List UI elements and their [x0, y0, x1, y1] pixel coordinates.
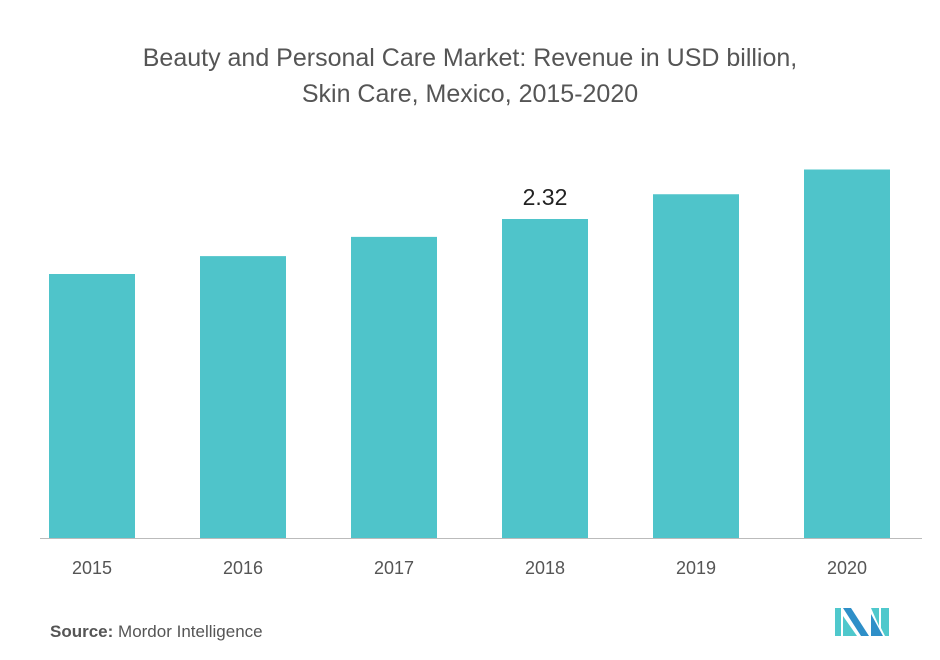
- source-note: Source: Mordor Intelligence: [50, 622, 263, 642]
- title-line-2: Skin Care, Mexico, 2015-2020: [301, 80, 639, 108]
- source-label: Source:: [50, 622, 114, 641]
- mordor-logo-icon: [835, 608, 889, 636]
- bar-2016: [200, 256, 286, 538]
- bar-2018: [502, 219, 588, 538]
- chart-title: Beauty and Personal Care Market: Revenue…: [0, 40, 940, 112]
- bar-2019: [653, 194, 739, 538]
- bar-2015: [49, 274, 135, 538]
- bar-2020: [804, 169, 890, 538]
- title-line-1: Beauty and Personal Care Market: Revenue…: [142, 44, 798, 72]
- x-tick-label: 2018: [525, 558, 565, 578]
- x-tick-label: 2016: [223, 558, 263, 578]
- data-label-2018: 2.32: [523, 184, 568, 210]
- bar-chart: 2015 2016 2017 2018 2.32 2019 2020: [40, 169, 922, 578]
- x-tick-label: 2015: [72, 558, 112, 578]
- source-text: Mordor Intelligence: [118, 622, 263, 641]
- bar-2017: [351, 236, 437, 538]
- x-tick-label: 2017: [374, 558, 414, 578]
- x-tick-label: 2019: [676, 558, 716, 578]
- x-tick-label: 2020: [827, 558, 867, 578]
